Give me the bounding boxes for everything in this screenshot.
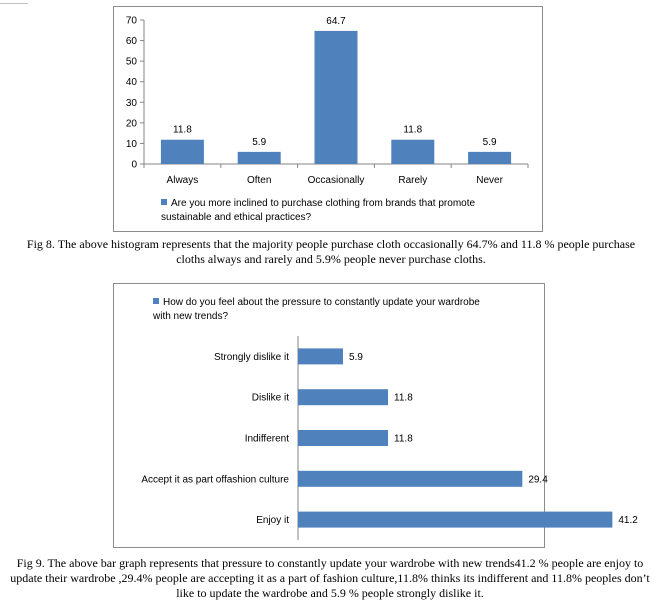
bar [298,348,344,365]
bar [391,139,435,164]
fig8-plot: 0 10 20 30 40 50 60 70 11.8 Always 5.9 Often 64.7 Occ… [126,16,529,186]
legend-swatch [161,199,167,205]
fig8-legend: Are you more inclined to purchase clothi… [161,197,521,225]
fig8-legend-label: Are you more inclined to purchase clothi… [161,198,476,223]
y-tick-label: Strongly dislike it [214,352,289,363]
fig9-chart: 5.9 Strongly dislike it 11.8 Dislike it 11.8… [113,283,638,548]
fig8-caption: Fig 8. The above histogram represents th… [26,237,636,266]
y-tick-label: 10 [126,139,138,150]
data-label: 64.7 [326,16,346,27]
bar [468,151,512,164]
image-edge-fragment [0,0,28,4]
fig9-caption: Fig 9. The above bar graph represents th… [10,556,650,600]
data-label: 5.9 [483,137,497,148]
y-tick-label: 0 [131,160,137,171]
y-tick-label: Enjoy it [256,515,289,526]
data-label: 29.4 [528,474,548,485]
bar [298,511,613,528]
bar [298,470,523,487]
bar [314,30,358,164]
data-label: 11.8 [403,125,422,136]
bar [298,389,389,406]
y-tick-label: 40 [126,77,138,88]
y-tick-label: Accept it as part offashion culture [141,474,289,485]
x-tick-label: Rarely [398,175,427,186]
data-label: 11.8 [173,125,192,136]
y-tick-label: 30 [126,98,138,109]
bar [298,430,389,446]
x-tick-label: Never [476,175,503,186]
x-tick-label: Often [247,175,271,186]
data-label: 5.9 [252,137,266,148]
fig9-legend: How do you feel about the pressure to co… [153,296,493,324]
legend-swatch [153,298,159,304]
y-tick-label: 50 [126,57,138,68]
bar [237,151,281,164]
data-label: 5.9 [349,352,363,363]
fig9-legend-label: How do you feel about the pressure to co… [153,297,480,322]
fig9-plot: 5.9 Strongly dislike it 11.8 Dislike it 11.8… [141,336,638,540]
y-tick-label: 60 [126,36,138,47]
data-label: 41.2 [618,515,638,526]
y-tick-label: 20 [126,118,138,129]
bar [160,139,204,164]
y-tick-label: 70 [126,16,138,27]
data-label: 11.8 [394,393,413,404]
data-label: 11.8 [394,434,413,445]
fig8-chart: 0 10 20 30 40 50 60 70 11.8 Always 5.9 Often 64.7 Occ… [113,6,543,232]
x-tick-label: Occasionally [308,175,365,186]
y-tick-label: Indifferent [245,434,290,445]
y-tick-label: Dislike it [252,393,289,404]
x-tick-label: Always [167,175,199,186]
